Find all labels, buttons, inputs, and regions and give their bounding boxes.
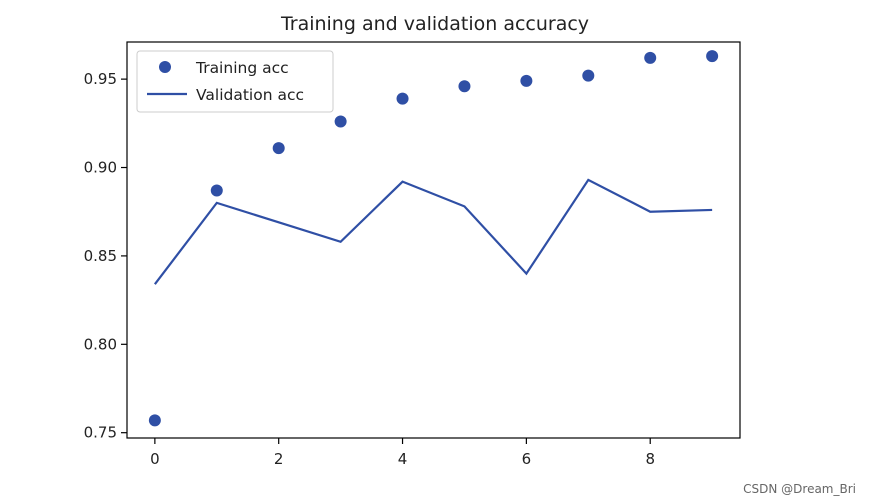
data-point-training-acc	[582, 69, 595, 82]
legend: Training acc Validation acc	[136, 50, 334, 113]
y-tick-label: 0.90	[84, 159, 117, 177]
y-axis: 0.75 0.80 0.85 0.90 0.95	[84, 70, 127, 442]
y-tick-label: 0.75	[84, 424, 117, 442]
series-points-training-acc	[148, 50, 719, 427]
data-point-training-acc	[272, 142, 285, 155]
data-point-training-acc	[458, 80, 471, 93]
data-point-training-acc	[210, 184, 223, 197]
data-point-training-acc	[520, 74, 533, 87]
data-point-training-acc	[396, 92, 409, 105]
y-tick-label: 0.85	[84, 247, 117, 265]
y-tick-label: 0.80	[84, 335, 117, 353]
data-point-training-acc	[644, 51, 657, 64]
legend-box	[136, 50, 334, 113]
data-point-training-acc	[334, 115, 347, 128]
legend-marker-training-acc	[159, 61, 171, 73]
legend-label-validation-acc: Validation acc	[196, 86, 304, 104]
x-tick-label: 0	[150, 450, 160, 468]
data-point-training-acc	[148, 414, 161, 427]
series-line-validation-acc	[153, 178, 713, 285]
watermark: CSDN @Dream_Bri	[743, 482, 856, 496]
x-tick-label: 8	[645, 450, 655, 468]
chart-title: Training and validation accuracy	[280, 13, 589, 35]
x-tick-label: 2	[274, 450, 284, 468]
x-tick-label: 4	[398, 450, 408, 468]
data-point-training-acc	[706, 50, 719, 63]
y-tick-label: 0.95	[84, 70, 117, 88]
plot-area-frame	[126, 41, 741, 439]
x-tick-label: 6	[522, 450, 532, 468]
x-axis: 0 2 4 6 8	[150, 438, 655, 468]
legend-label-training-acc: Training acc	[195, 59, 289, 77]
